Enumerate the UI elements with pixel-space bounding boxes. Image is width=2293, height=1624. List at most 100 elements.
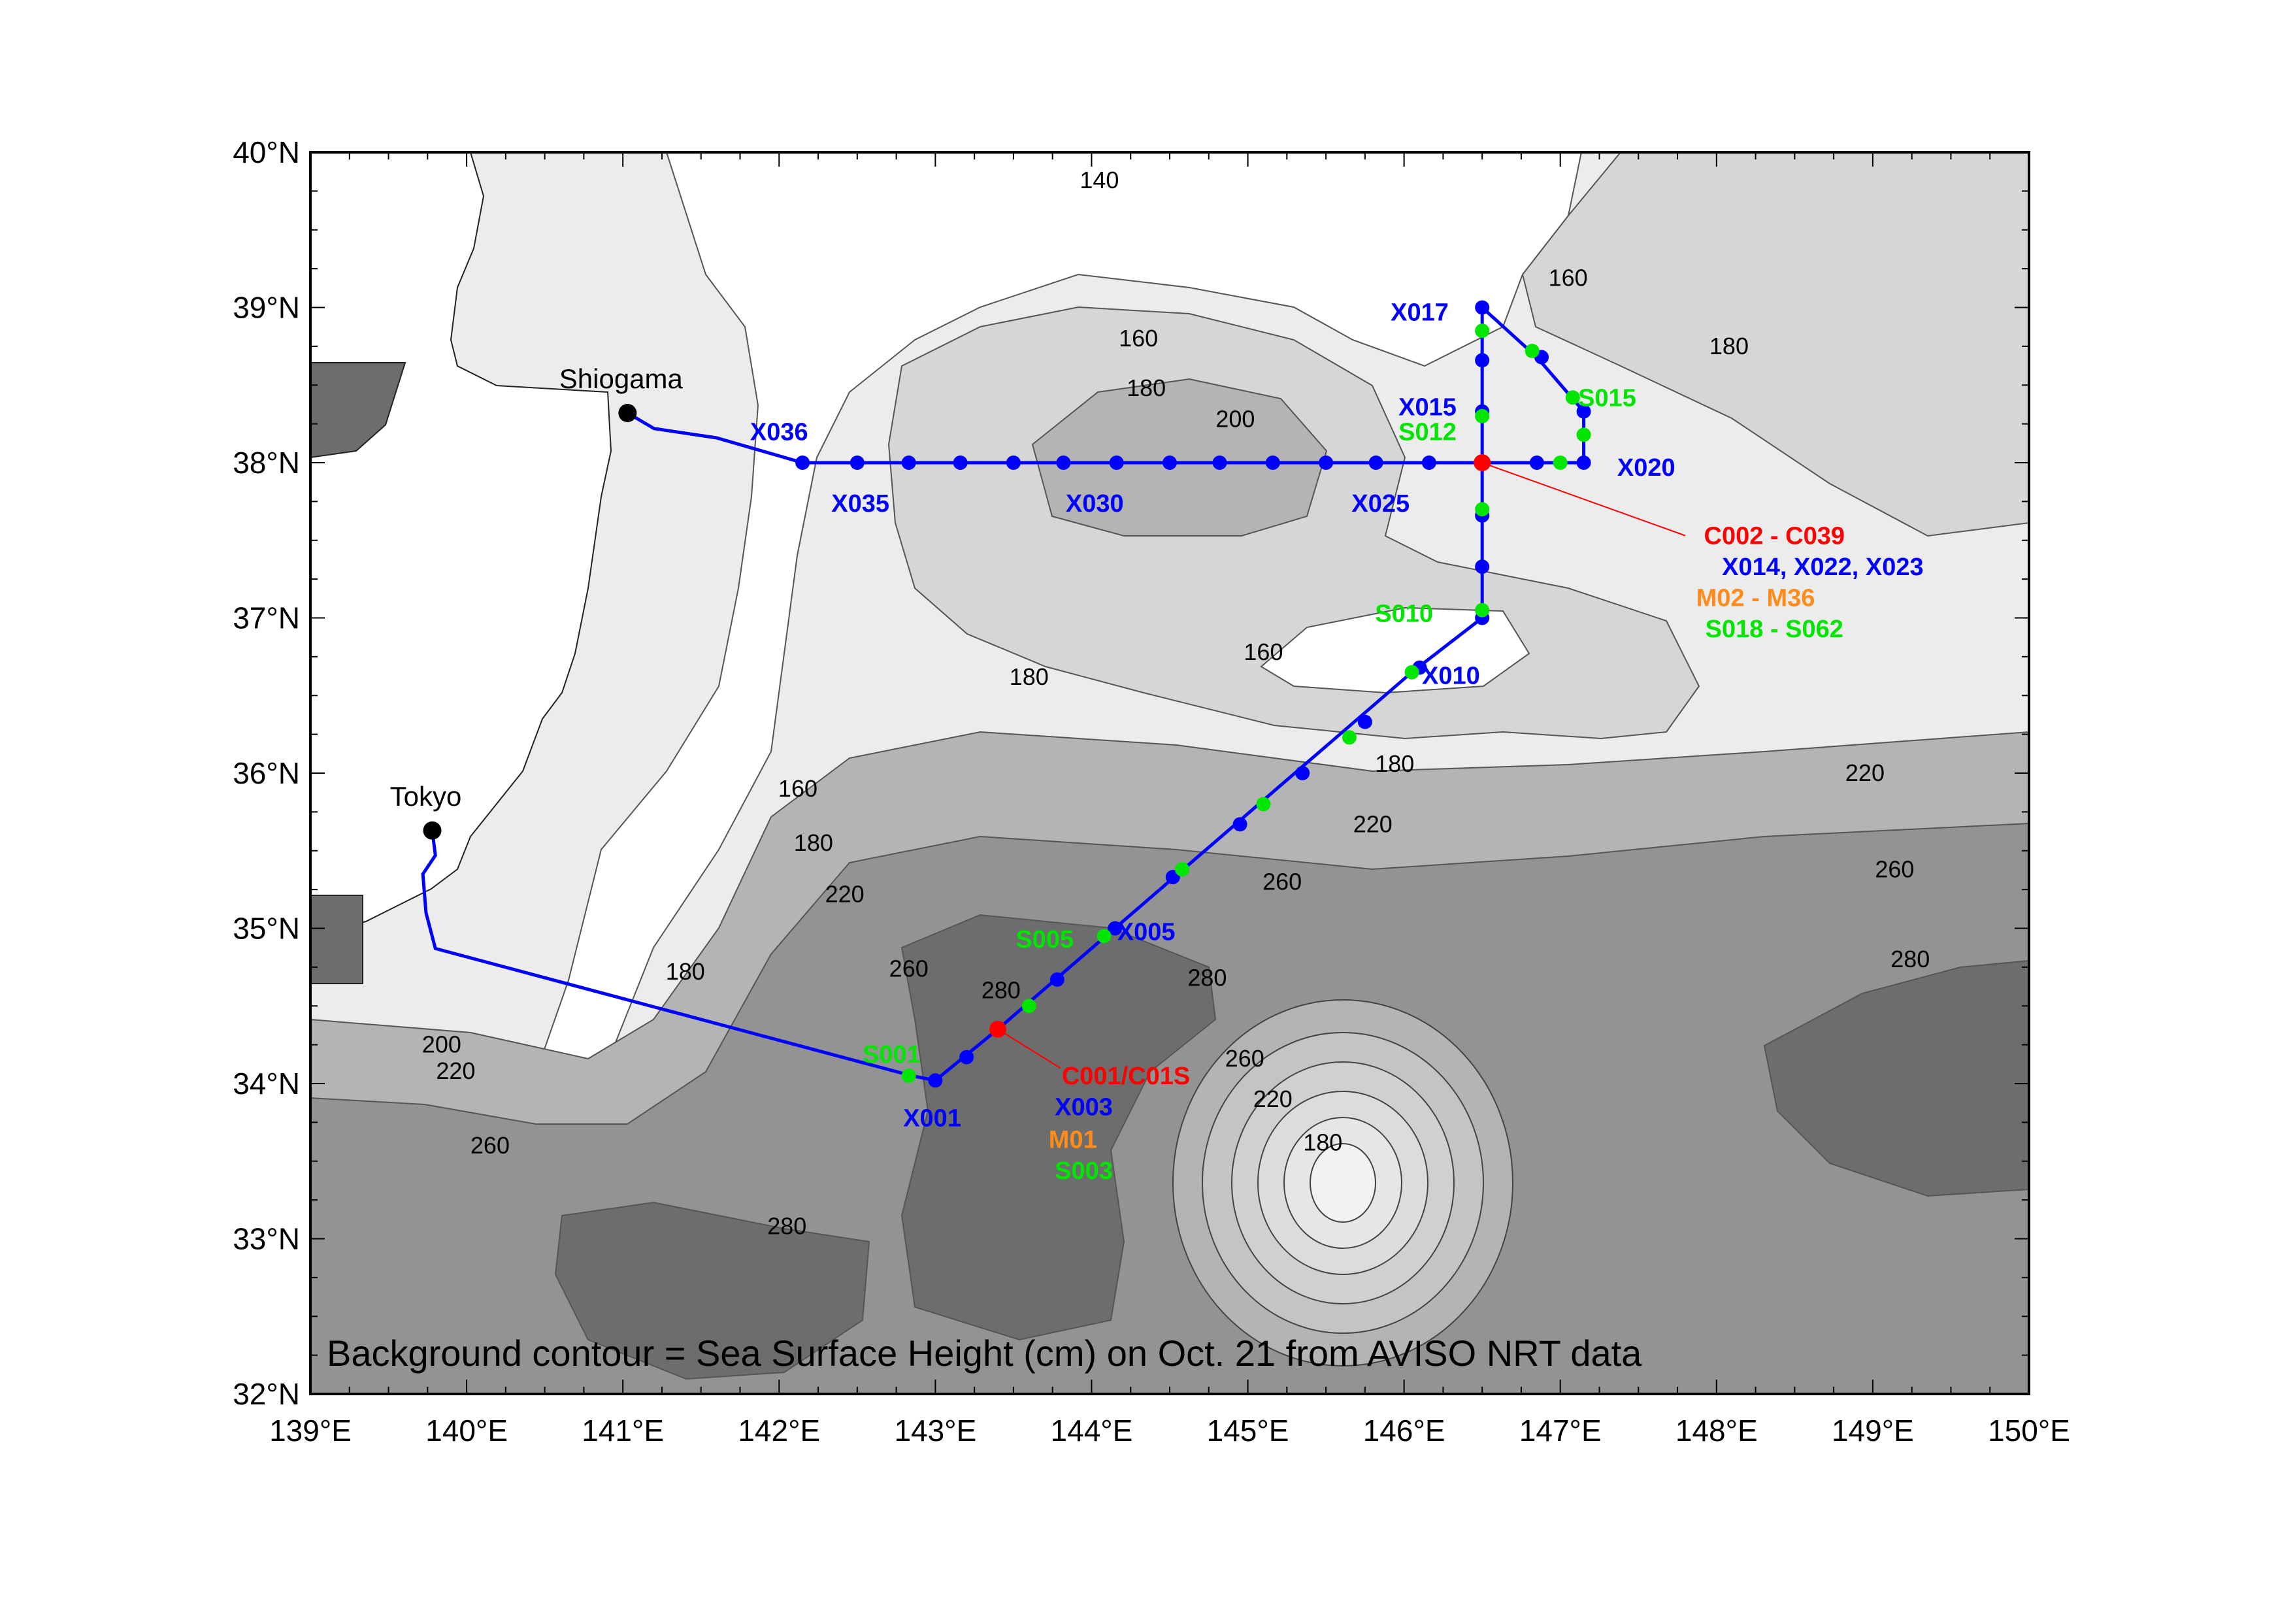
contour-label: 220 <box>1353 810 1393 837</box>
land-dark-patch-north <box>310 362 406 459</box>
longitude-labels: 139°E 140°E 141°E 142°E 143°E 144°E 145°E 146°E… <box>269 1414 2070 1448</box>
contour-label: 260 <box>1225 1045 1264 1072</box>
sonde-station <box>1565 390 1580 405</box>
station-label: X036 <box>750 419 808 446</box>
lon-tick-label: 141°E <box>582 1414 664 1448</box>
xctd-station <box>928 1073 943 1088</box>
station-label: C002 - C039 <box>1704 523 1845 550</box>
lat-tick-label: 37°N <box>233 601 300 635</box>
sonde-station <box>1576 427 1591 442</box>
contour-label: 180 <box>1127 374 1166 401</box>
land-dark-patch-south <box>310 895 363 984</box>
station-label: X003 <box>1055 1094 1113 1121</box>
contour-label: 220 <box>1845 759 1885 786</box>
lat-tick-label: 33°N <box>233 1222 300 1256</box>
xctd-station <box>850 456 865 470</box>
contour-label: 180 <box>794 829 833 856</box>
station-label: S001 <box>863 1041 921 1069</box>
lat-tick-label: 32°N <box>233 1377 300 1411</box>
sonde-station <box>1475 502 1490 517</box>
lon-tick-label: 147°E <box>1519 1414 1602 1448</box>
contour-label: 160 <box>1244 638 1283 665</box>
contour-label: 200 <box>1215 406 1255 433</box>
xctd-station <box>1056 456 1071 470</box>
lon-tick-label: 144°E <box>1051 1414 1133 1448</box>
station-label: S012 <box>1398 419 1457 446</box>
shade-east-dark <box>1763 959 2029 1197</box>
port-cities: Shiogama Tokyo <box>390 363 684 840</box>
ssh-contour-shading <box>310 152 2029 1394</box>
station-label: S010 <box>1375 600 1433 627</box>
contour-label: 280 <box>1890 946 1930 972</box>
contour-labels: 140 160 160 180 180 200 160 180 180 160 220 220 180 2… <box>422 167 1930 1240</box>
sonde-station <box>1021 999 1036 1014</box>
xctd-station <box>1049 972 1064 987</box>
contour-label: 220 <box>436 1057 475 1084</box>
lat-tick-label: 40°N <box>233 135 300 169</box>
sonde-station <box>1475 603 1490 618</box>
xctd-station <box>1576 404 1591 419</box>
xctd-station <box>1006 456 1021 470</box>
station-label: C001/C01S <box>1062 1063 1190 1090</box>
station-label: X015 <box>1398 394 1457 422</box>
map-caption: Background contour = Sea Surface Height … <box>327 1333 1642 1374</box>
xctd-station <box>1163 456 1177 470</box>
xctd-station <box>1475 559 1490 574</box>
city-label: Shiogama <box>559 363 684 394</box>
contour-label: 180 <box>1375 750 1414 777</box>
shade-ne-patch <box>1521 152 2029 537</box>
xctd-station <box>901 456 916 470</box>
station-label: X030 <box>1066 490 1124 518</box>
xctd-station <box>1108 921 1123 936</box>
station-label: X010 <box>1422 662 1480 689</box>
sonde-station <box>1553 456 1568 470</box>
xctd-station <box>795 456 810 470</box>
xctd-station <box>1576 456 1591 470</box>
xctd-station <box>1475 353 1490 368</box>
lon-tick-label: 149°E <box>1832 1414 1914 1448</box>
contour-label: 260 <box>470 1132 510 1159</box>
xctd-station <box>1295 766 1310 780</box>
ctd-stations <box>989 454 1491 1038</box>
sonde-stations <box>901 323 1591 1084</box>
lat-tick-label: 34°N <box>233 1067 300 1101</box>
station-label: X017 <box>1391 299 1449 327</box>
station-label: X005 <box>1117 918 1176 946</box>
xctd-station <box>1109 456 1124 470</box>
contour-label: 280 <box>767 1213 806 1240</box>
ctd-station <box>1474 454 1491 471</box>
xctd-station <box>1475 300 1490 315</box>
lon-tick-label: 140°E <box>425 1414 508 1448</box>
shade-white-north <box>521 152 1583 1242</box>
contour-label: 280 <box>982 977 1021 1004</box>
sonde-station <box>1525 344 1540 358</box>
contour-label: 180 <box>1303 1129 1342 1155</box>
lat-tick-label: 39°N <box>233 291 300 325</box>
shade-mid-ring <box>1031 378 1328 537</box>
lon-tick-label: 139°E <box>269 1414 352 1448</box>
contour-label: 220 <box>825 880 865 907</box>
lat-tick-label: 35°N <box>233 912 300 946</box>
lat-tick-label: 36°N <box>233 756 300 790</box>
xctd-station <box>1232 817 1247 832</box>
xctd-station <box>1368 456 1383 470</box>
xctd-station <box>1265 456 1280 470</box>
lon-tick-label: 146°E <box>1363 1414 1445 1448</box>
station-label: X025 <box>1351 490 1410 518</box>
contour-label: 180 <box>1010 663 1049 690</box>
sonde-station <box>1256 797 1271 812</box>
station-label: S005 <box>1015 926 1074 953</box>
xctd-station <box>1319 456 1334 470</box>
xctd-station <box>1212 456 1227 470</box>
sonde-station <box>1342 730 1357 745</box>
contour-label: 140 <box>1080 167 1119 193</box>
sonde-station <box>1404 665 1419 680</box>
leader-line <box>1481 462 1686 537</box>
city-label: Tokyo <box>390 781 462 812</box>
contour-label: 160 <box>778 775 817 802</box>
contour-label: 220 <box>1253 1085 1293 1112</box>
lat-tick-label: 38°N <box>233 446 300 480</box>
